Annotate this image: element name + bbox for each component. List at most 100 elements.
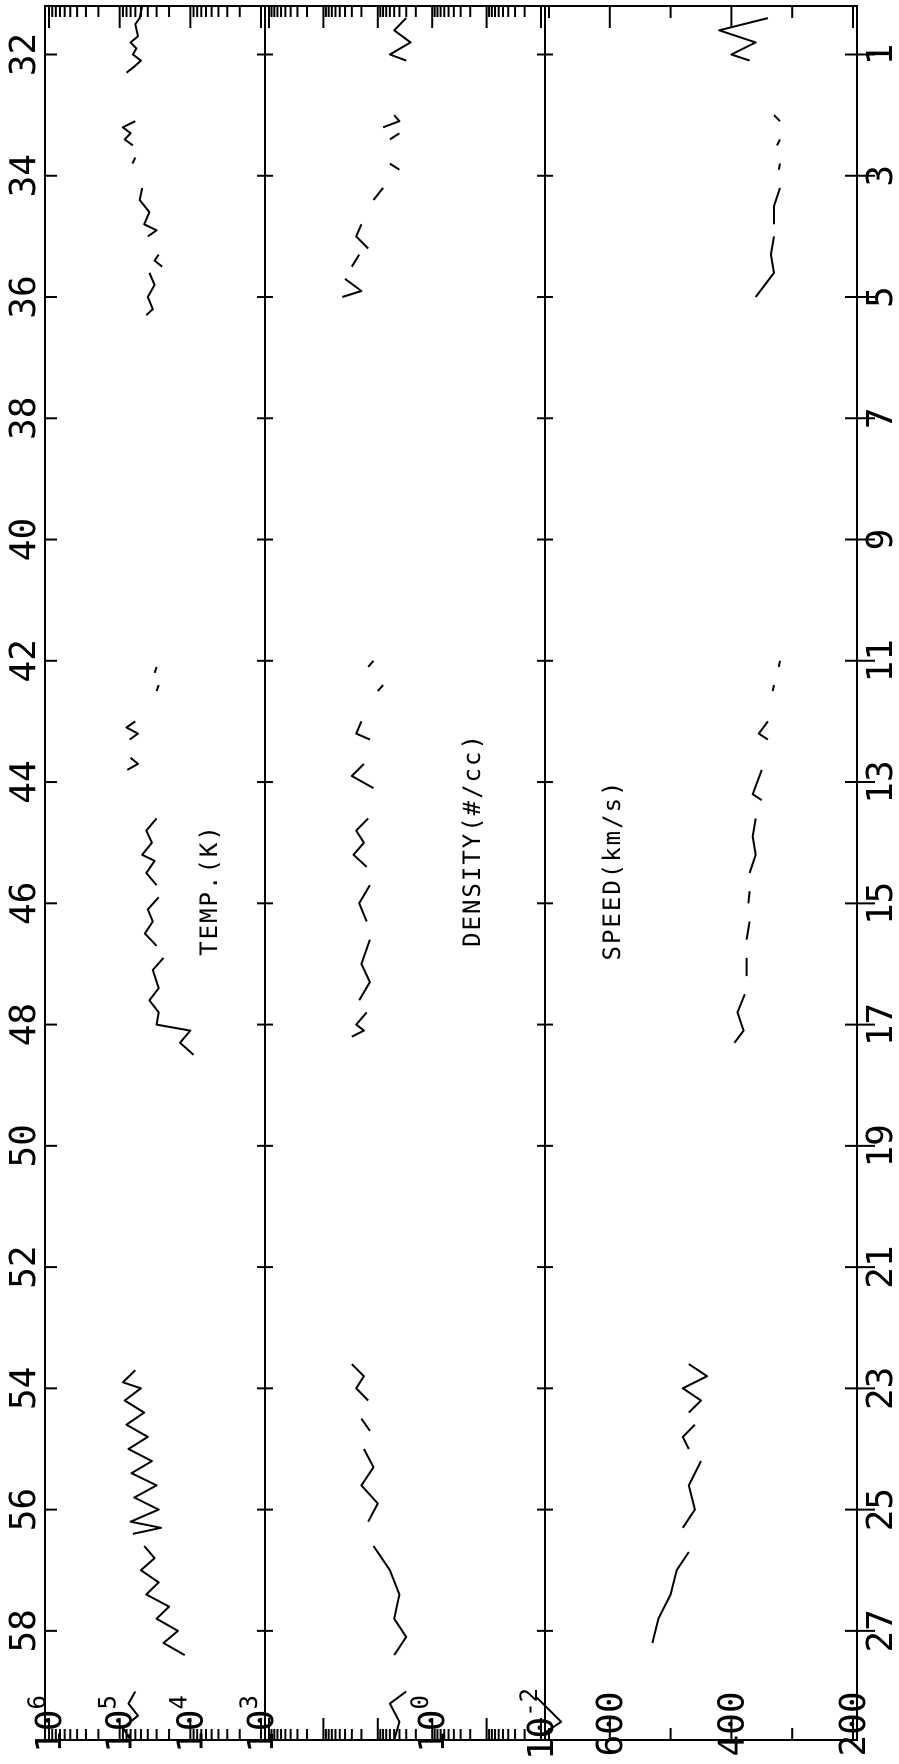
x-top-label-34: 34 [3, 154, 44, 197]
speed-series-segment-17 [681, 1460, 702, 1529]
x-bottom-label-15-text: 15 [860, 882, 899, 925]
speed-series-segment-19 [536, 1696, 563, 1735]
density-series-segment-11 [350, 763, 374, 789]
speed-series-segment-15 [681, 1363, 709, 1414]
speed-series-segment-18 [651, 1551, 690, 1644]
y-label-speed-1: 400 [711, 1691, 752, 1756]
temp-series-segment-12 [148, 957, 195, 1056]
x-bottom-label-13: 13 [860, 760, 899, 803]
temp-series-segment-2 [131, 157, 137, 165]
y-label-speed-2-text: 200 [833, 1691, 874, 1756]
x-bottom-label-3: 3 [860, 165, 899, 187]
speed-series-segment-0 [718, 17, 769, 62]
density-series-segment-7 [342, 277, 363, 298]
x-bottom-label-23-text: 23 [860, 1367, 899, 1410]
x-top-label-42-text: 42 [3, 639, 44, 682]
temp-series-segment-11 [143, 896, 160, 947]
x-bottom-label-11-text: 11 [860, 639, 899, 682]
x-top-label-58: 58 [3, 1609, 44, 1652]
density-series-segment-10 [355, 721, 371, 741]
speed-series-segment-3 [777, 163, 781, 170]
x-top-label-34-text: 34 [3, 154, 44, 197]
y-label-density-1-text: 10-2 [515, 1688, 562, 1760]
temp-series-segment-15 [121, 1691, 139, 1741]
x-bottom-label-1-text: 1 [860, 44, 899, 66]
temp-panel-title-text: TEMP.(K) [195, 824, 223, 956]
x-bottom-label-9: 9 [860, 529, 899, 551]
temp-series-segment-7 [155, 684, 160, 692]
temp-series-segment-9 [126, 757, 139, 771]
temp-series-segment-14 [139, 1545, 186, 1656]
x-bottom-label-5-text: 5 [860, 286, 899, 308]
y-label-density-0-text: 100 [406, 1695, 453, 1753]
speed-series-segment-16 [681, 1423, 696, 1450]
x-bottom-label-9-text: 9 [860, 529, 899, 551]
x-top-label-38-text: 38 [3, 397, 44, 440]
x-top-label-56: 56 [3, 1488, 44, 1531]
density-panel-title: DENSITY(#/cc) [458, 733, 486, 947]
x-top-label-42: 42 [3, 639, 44, 682]
x-bottom-label-17-text: 17 [860, 1003, 899, 1046]
x-bottom-label-21: 21 [860, 1245, 899, 1288]
speed-series-segment-2 [776, 138, 781, 146]
x-top-label-40: 40 [3, 518, 44, 561]
x-bottom-label-25: 25 [860, 1488, 899, 1531]
temp-panel-title: TEMP.(K) [195, 824, 223, 956]
temp-series-segment-3 [138, 187, 158, 238]
y-label-temp-1: 105 [94, 1695, 140, 1753]
x-top-label-40-text: 40 [3, 518, 44, 561]
x-bottom-label-25-text: 25 [860, 1488, 899, 1531]
speed-series-segment-6 [777, 660, 781, 668]
density-series-segment-18 [360, 1448, 379, 1523]
x-bottom-label-27: 27 [860, 1609, 899, 1652]
temp-series-segment-4 [153, 254, 163, 268]
x-top-label-32-text: 32 [3, 33, 44, 76]
density-series-segment-13 [358, 884, 371, 922]
x-top-label-48: 48 [3, 1003, 44, 1046]
data-series [121, 5, 781, 1741]
speed-series-segment-12 [745, 921, 751, 940]
speed-series-segment-4 [773, 187, 781, 225]
x-bottom-label-27-text: 27 [860, 1609, 899, 1652]
density-series-segment-3 [389, 162, 400, 171]
x-bottom-label-3-text: 3 [860, 165, 899, 187]
x-bottom-label-7: 7 [860, 407, 899, 429]
y-label-temp-1-text: 105 [94, 1695, 140, 1753]
y-label-temp-3: 103 [235, 1695, 282, 1753]
y-label-density-1: 10-2 [515, 1688, 562, 1760]
x-top-label-36: 36 [3, 275, 44, 318]
x-top-label-52-text: 52 [3, 1245, 44, 1288]
temp-series-segment-5 [145, 272, 156, 316]
x-top-label-32: 32 [3, 33, 44, 76]
x-bottom-label-1: 1 [860, 44, 899, 66]
speed-series-segment-7 [771, 684, 775, 692]
y-label-temp-0: 106 [23, 1695, 70, 1753]
speed-series-segment-10 [748, 818, 757, 874]
temp-series-segment-8 [125, 720, 139, 741]
axis-ticks [45, 6, 875, 1740]
speed-series-segment-14 [733, 993, 746, 1044]
y-label-density-0: 100 [406, 1695, 453, 1753]
speed-series-segment-11 [747, 891, 751, 904]
speed-panel-title: SPEED(km/s) [598, 780, 626, 961]
density-series-segment-14 [358, 939, 371, 1001]
speed-series-segment-1 [773, 114, 781, 122]
y-label-temp-2-text: 104 [164, 1695, 211, 1753]
x-bottom-label-15: 15 [860, 882, 899, 925]
x-top-label-50: 50 [3, 1124, 44, 1167]
density-series-segment-19 [372, 1545, 408, 1656]
x-top-label-38: 38 [3, 397, 44, 440]
x-top-label-44: 44 [3, 760, 44, 803]
x-top-label-58-text: 58 [3, 1609, 44, 1652]
x-bottom-label-23: 23 [860, 1367, 899, 1410]
x-bottom-label-13-text: 13 [860, 760, 899, 803]
x-bottom-label-5: 5 [860, 286, 899, 308]
density-series-segment-9 [377, 684, 384, 692]
density-series-segment-15 [351, 1011, 368, 1038]
x-bottom-label-17: 17 [860, 1003, 899, 1046]
plot-frame [44, 5, 858, 1741]
y-label-speed-2: 200 [833, 1691, 874, 1756]
x-bottom-label-19-text: 19 [860, 1124, 899, 1167]
speed-series-segment-9 [751, 769, 763, 802]
